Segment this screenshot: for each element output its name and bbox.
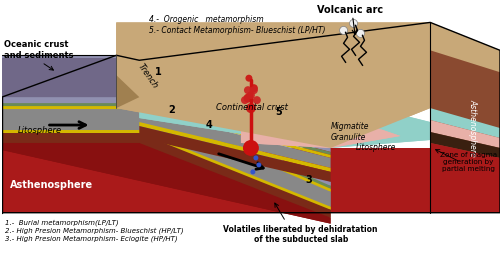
Text: Oceanic crust
and sediments: Oceanic crust and sediments: [4, 40, 73, 60]
Circle shape: [350, 20, 358, 27]
Polygon shape: [2, 97, 330, 186]
Polygon shape: [2, 143, 330, 224]
Polygon shape: [430, 108, 500, 138]
Polygon shape: [140, 97, 330, 152]
Text: Volcanic arc: Volcanic arc: [318, 5, 384, 15]
Text: Trench: Trench: [136, 62, 160, 91]
Circle shape: [244, 86, 252, 94]
Polygon shape: [2, 143, 330, 224]
Circle shape: [246, 103, 256, 113]
Circle shape: [244, 94, 252, 103]
Circle shape: [250, 169, 256, 174]
Polygon shape: [2, 130, 330, 210]
Text: Asthenosphere: Asthenosphere: [10, 180, 93, 190]
Polygon shape: [140, 106, 330, 158]
Polygon shape: [2, 55, 116, 58]
Polygon shape: [2, 109, 330, 207]
Circle shape: [250, 84, 258, 92]
Circle shape: [254, 156, 258, 160]
Polygon shape: [140, 109, 330, 168]
Polygon shape: [2, 106, 330, 192]
Text: Migmatite
Granulite: Migmatite Granulite: [330, 122, 369, 142]
Circle shape: [256, 162, 262, 167]
Text: Volatiles liberated by dehidratation
of the subducted slab: Volatiles liberated by dehidratation of …: [224, 225, 378, 244]
Text: Litosphere: Litosphere: [356, 143, 396, 153]
Polygon shape: [241, 112, 400, 148]
Circle shape: [356, 29, 364, 37]
Circle shape: [340, 26, 347, 34]
Text: Litosphere: Litosphere: [18, 125, 62, 134]
Circle shape: [243, 140, 259, 156]
Polygon shape: [2, 148, 430, 213]
Polygon shape: [2, 100, 140, 103]
Text: 3: 3: [306, 175, 312, 185]
Polygon shape: [2, 133, 330, 218]
Polygon shape: [2, 148, 430, 213]
Polygon shape: [2, 55, 140, 97]
Polygon shape: [430, 120, 500, 148]
Polygon shape: [2, 130, 330, 210]
Polygon shape: [241, 112, 400, 148]
Circle shape: [250, 86, 258, 94]
Polygon shape: [2, 55, 140, 97]
Polygon shape: [116, 22, 430, 148]
Polygon shape: [430, 143, 500, 213]
Polygon shape: [140, 97, 430, 148]
Polygon shape: [2, 103, 330, 189]
Polygon shape: [116, 22, 140, 97]
Text: 4.-  Orogenic   metamorphism
5.- Contact Metamorphism- Blueschist (LP/HT): 4.- Orogenic metamorphism 5.- Contact Me…: [150, 15, 326, 35]
Text: Continental crust: Continental crust: [216, 103, 288, 112]
Polygon shape: [2, 103, 330, 189]
Text: Zone of magma
generation by
partial melting: Zone of magma generation by partial melt…: [440, 152, 497, 172]
Circle shape: [247, 91, 255, 99]
Circle shape: [241, 96, 249, 104]
Polygon shape: [2, 97, 140, 100]
Polygon shape: [430, 132, 500, 158]
Polygon shape: [140, 103, 330, 155]
Polygon shape: [2, 97, 330, 186]
Text: 1: 1: [155, 67, 162, 77]
Polygon shape: [2, 109, 330, 207]
Polygon shape: [116, 22, 430, 148]
Text: 2: 2: [168, 105, 174, 115]
Polygon shape: [430, 22, 500, 72]
Polygon shape: [140, 126, 330, 182]
Polygon shape: [2, 106, 330, 192]
Polygon shape: [2, 70, 140, 97]
Circle shape: [253, 96, 261, 104]
Text: 5: 5: [276, 107, 282, 117]
Polygon shape: [116, 22, 140, 97]
Circle shape: [246, 75, 252, 82]
Polygon shape: [116, 75, 140, 108]
Polygon shape: [2, 108, 82, 148]
Polygon shape: [116, 75, 140, 108]
Polygon shape: [2, 133, 330, 218]
Polygon shape: [430, 22, 500, 213]
Polygon shape: [140, 122, 330, 172]
Text: 4: 4: [206, 120, 212, 130]
Polygon shape: [140, 97, 430, 148]
Text: Asthenosphere: Asthenosphere: [468, 99, 477, 157]
Text: 1.-  Burial metamorphism(LP/LT)
2.- High Presion Metamorphism- Blueschist (HP/LT: 1.- Burial metamorphism(LP/LT) 2.- High …: [5, 220, 184, 241]
